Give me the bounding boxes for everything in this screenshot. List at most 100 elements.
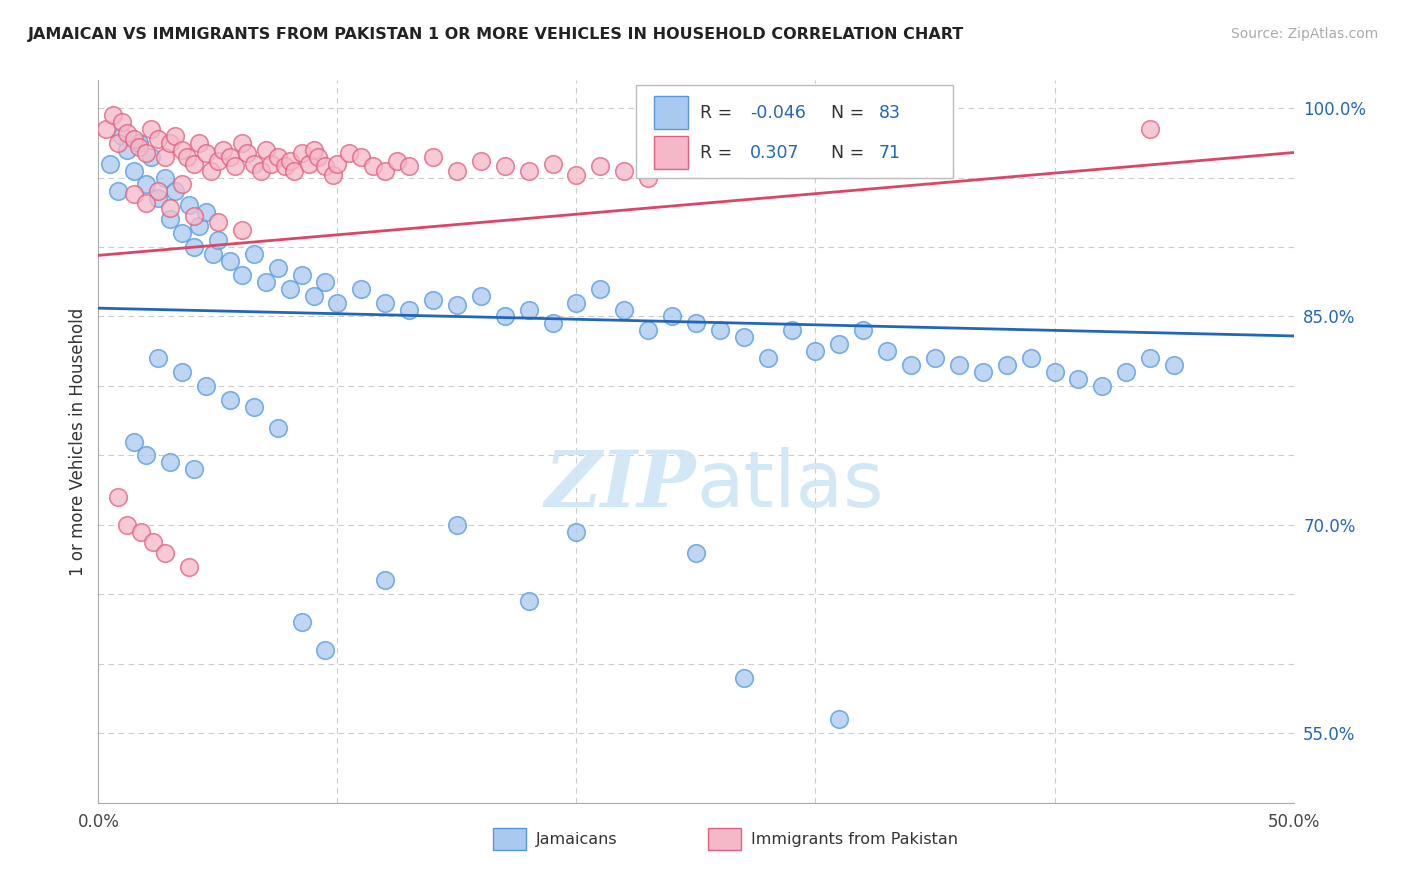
- Point: [1043, 365, 1066, 379]
- Point: [470, 153, 492, 168]
- Point: [565, 524, 588, 539]
- Point: [589, 160, 612, 174]
- Point: [828, 713, 851, 727]
- Point: [187, 219, 209, 234]
- Point: [183, 156, 205, 170]
- Point: [326, 156, 349, 170]
- Point: [176, 150, 198, 164]
- Point: [374, 574, 396, 588]
- Point: [291, 615, 314, 630]
- Point: [948, 358, 970, 372]
- Point: [155, 170, 177, 185]
- Point: [107, 185, 129, 199]
- Point: [219, 150, 242, 164]
- Point: [243, 156, 266, 170]
- Point: [339, 145, 361, 160]
- Point: [148, 351, 170, 366]
- Point: [637, 323, 659, 337]
- Point: [302, 288, 325, 302]
- Point: [733, 671, 755, 685]
- Point: [852, 323, 875, 337]
- Point: [517, 302, 540, 317]
- Point: [385, 153, 409, 168]
- Point: [243, 247, 266, 261]
- Point: [124, 187, 146, 202]
- Point: [231, 268, 253, 282]
- Point: [128, 140, 150, 154]
- Point: [148, 191, 170, 205]
- Point: [224, 160, 246, 174]
- Point: [172, 143, 194, 157]
- Point: [163, 128, 186, 143]
- Point: [139, 122, 162, 136]
- Point: [183, 240, 205, 254]
- Point: [278, 282, 301, 296]
- Point: [155, 546, 177, 560]
- Point: [876, 344, 898, 359]
- Point: [128, 136, 150, 150]
- Point: [250, 163, 273, 178]
- Point: [291, 145, 314, 160]
- Point: [589, 282, 612, 296]
- Point: [195, 379, 218, 393]
- Point: [124, 131, 146, 145]
- Point: [235, 145, 257, 160]
- Point: [231, 223, 253, 237]
- Point: [494, 310, 516, 324]
- Point: [267, 260, 290, 275]
- Point: [135, 178, 157, 192]
- Point: [183, 210, 205, 224]
- Point: [322, 168, 344, 182]
- Text: JAMAICAN VS IMMIGRANTS FROM PAKISTAN 1 OR MORE VEHICLES IN HOUSEHOLD CORRELATION: JAMAICAN VS IMMIGRANTS FROM PAKISTAN 1 O…: [28, 27, 965, 42]
- Text: 71: 71: [879, 144, 901, 161]
- Point: [254, 143, 277, 157]
- Point: [207, 233, 229, 247]
- Point: [142, 534, 165, 549]
- Point: [828, 337, 851, 351]
- Point: [446, 517, 468, 532]
- Point: [115, 517, 138, 532]
- Point: [315, 643, 337, 657]
- Point: [363, 160, 385, 174]
- Point: [267, 150, 290, 164]
- Point: [1019, 351, 1042, 366]
- Point: [972, 365, 994, 379]
- Point: [135, 195, 157, 210]
- Point: [685, 317, 707, 331]
- Point: [541, 317, 564, 331]
- Bar: [654, 96, 688, 128]
- Point: [98, 156, 122, 170]
- Point: [124, 163, 146, 178]
- Text: R =: R =: [700, 103, 737, 122]
- Point: [159, 136, 181, 150]
- Point: [200, 163, 222, 178]
- Point: [131, 524, 153, 539]
- Point: [107, 490, 129, 504]
- Point: [159, 212, 181, 227]
- Point: [94, 122, 117, 136]
- Point: [278, 153, 301, 168]
- Point: [517, 594, 540, 608]
- Point: [139, 150, 162, 164]
- Point: [291, 268, 314, 282]
- Point: [326, 295, 349, 310]
- Text: 83: 83: [879, 103, 901, 122]
- Point: [446, 163, 468, 178]
- Point: [315, 160, 337, 174]
- Point: [148, 185, 170, 199]
- Point: [494, 160, 516, 174]
- Point: [207, 153, 229, 168]
- Point: [101, 108, 124, 122]
- Text: N =: N =: [831, 103, 870, 122]
- Point: [446, 298, 468, 312]
- Point: [374, 163, 396, 178]
- Point: [179, 198, 201, 212]
- Point: [398, 160, 420, 174]
- Text: Immigrants from Pakistan: Immigrants from Pakistan: [751, 832, 957, 847]
- Text: Source: ZipAtlas.com: Source: ZipAtlas.com: [1230, 27, 1378, 41]
- Point: [1163, 358, 1185, 372]
- Point: [1139, 351, 1161, 366]
- Point: [211, 143, 233, 157]
- FancyBboxPatch shape: [637, 86, 953, 178]
- Y-axis label: 1 or more Vehicles in Household: 1 or more Vehicles in Household: [69, 308, 87, 575]
